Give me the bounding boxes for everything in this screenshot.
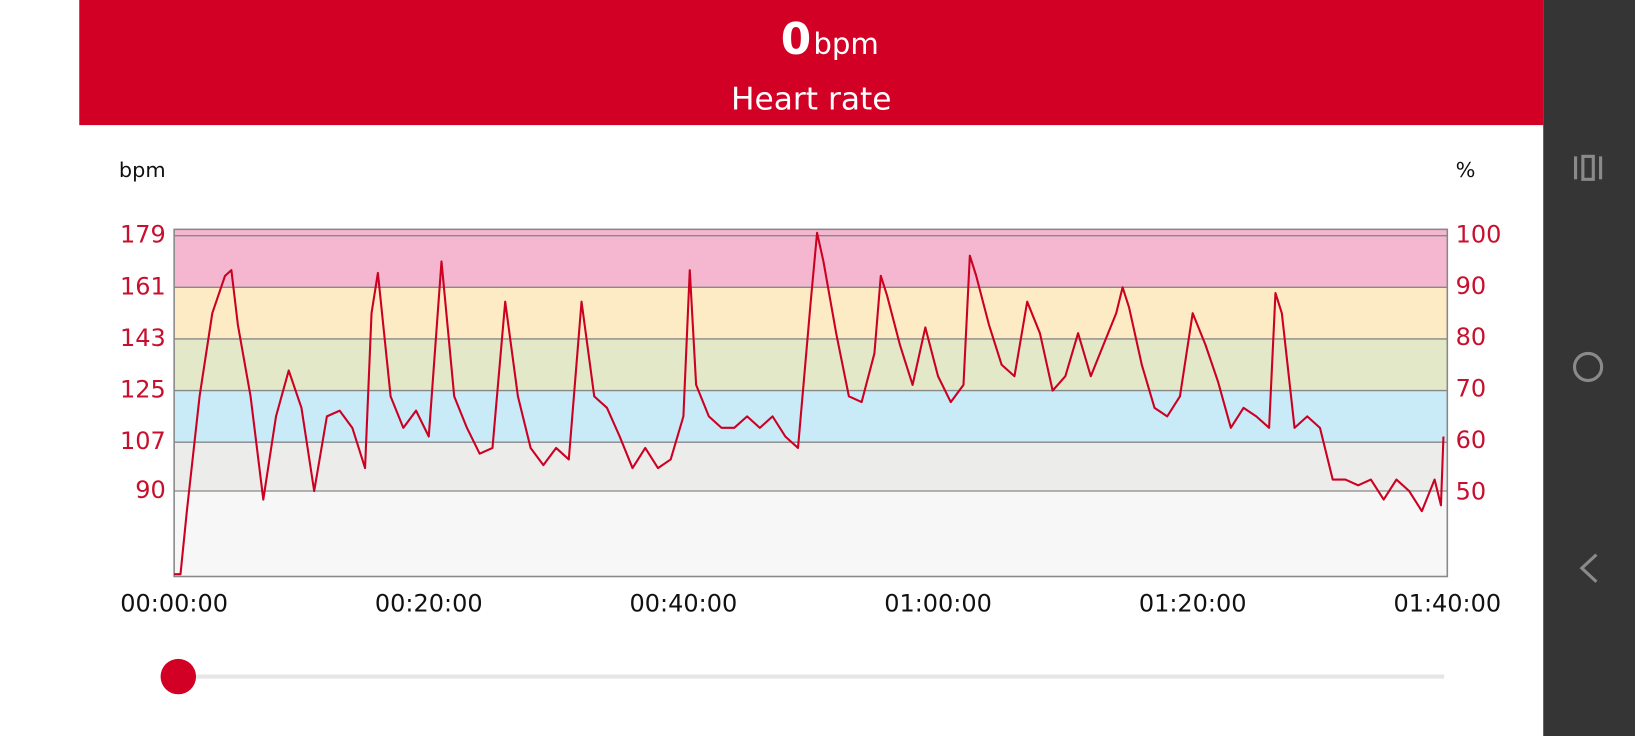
heart-rate-line [174,231,1445,576]
y-tick-label: 161 [120,272,166,300]
y2-tick-label: 50 [1456,477,1487,505]
x-tick-label: 01:00:00 [884,590,992,618]
y2-tick-label: 60 [1456,426,1487,454]
y-axis-unit: bpm [119,158,166,182]
y-tick-label: 179 [120,221,166,249]
zone [174,390,1448,443]
current-unit: bpm [813,27,879,61]
y-tick-label: 125 [120,376,166,404]
current-value: 0 [781,14,811,65]
y-tick-label: 90 [135,476,166,504]
y-tick-label: 143 [120,324,166,352]
plot-frame [173,228,1449,578]
zone [174,338,1448,391]
y-tick-label: 107 [120,427,166,455]
y2-axis-unit: % [1456,158,1476,182]
nav-recent[interactable] [1574,154,1603,181]
x-tick-label: 01:20:00 [1139,590,1247,618]
x-tick-label: 00:20:00 [375,590,483,618]
y2-tick-label: 90 [1456,272,1487,300]
y2-tick-label: 80 [1456,323,1487,351]
y2-tick-label: 100 [1456,221,1502,249]
nav-home[interactable] [1572,351,1604,383]
x-tick-label: 00:00:00 [120,590,228,618]
zone [174,442,1448,492]
x-tick-label: 00:40:00 [630,590,738,618]
nav-bar [1543,0,1635,736]
y2-tick-label: 70 [1456,375,1487,403]
slider-thumb[interactable] [160,658,197,695]
x-tick-label: 01:40:00 [1393,590,1501,618]
header-bar [79,0,1544,126]
plot: 90 107 125 143 161 179 50 60 70 80 90 100 00:00:00 00… [120,221,1501,618]
zone [174,229,1448,288]
header-label: Heart rate [731,81,891,117]
nav-back[interactable] [1579,553,1598,583]
